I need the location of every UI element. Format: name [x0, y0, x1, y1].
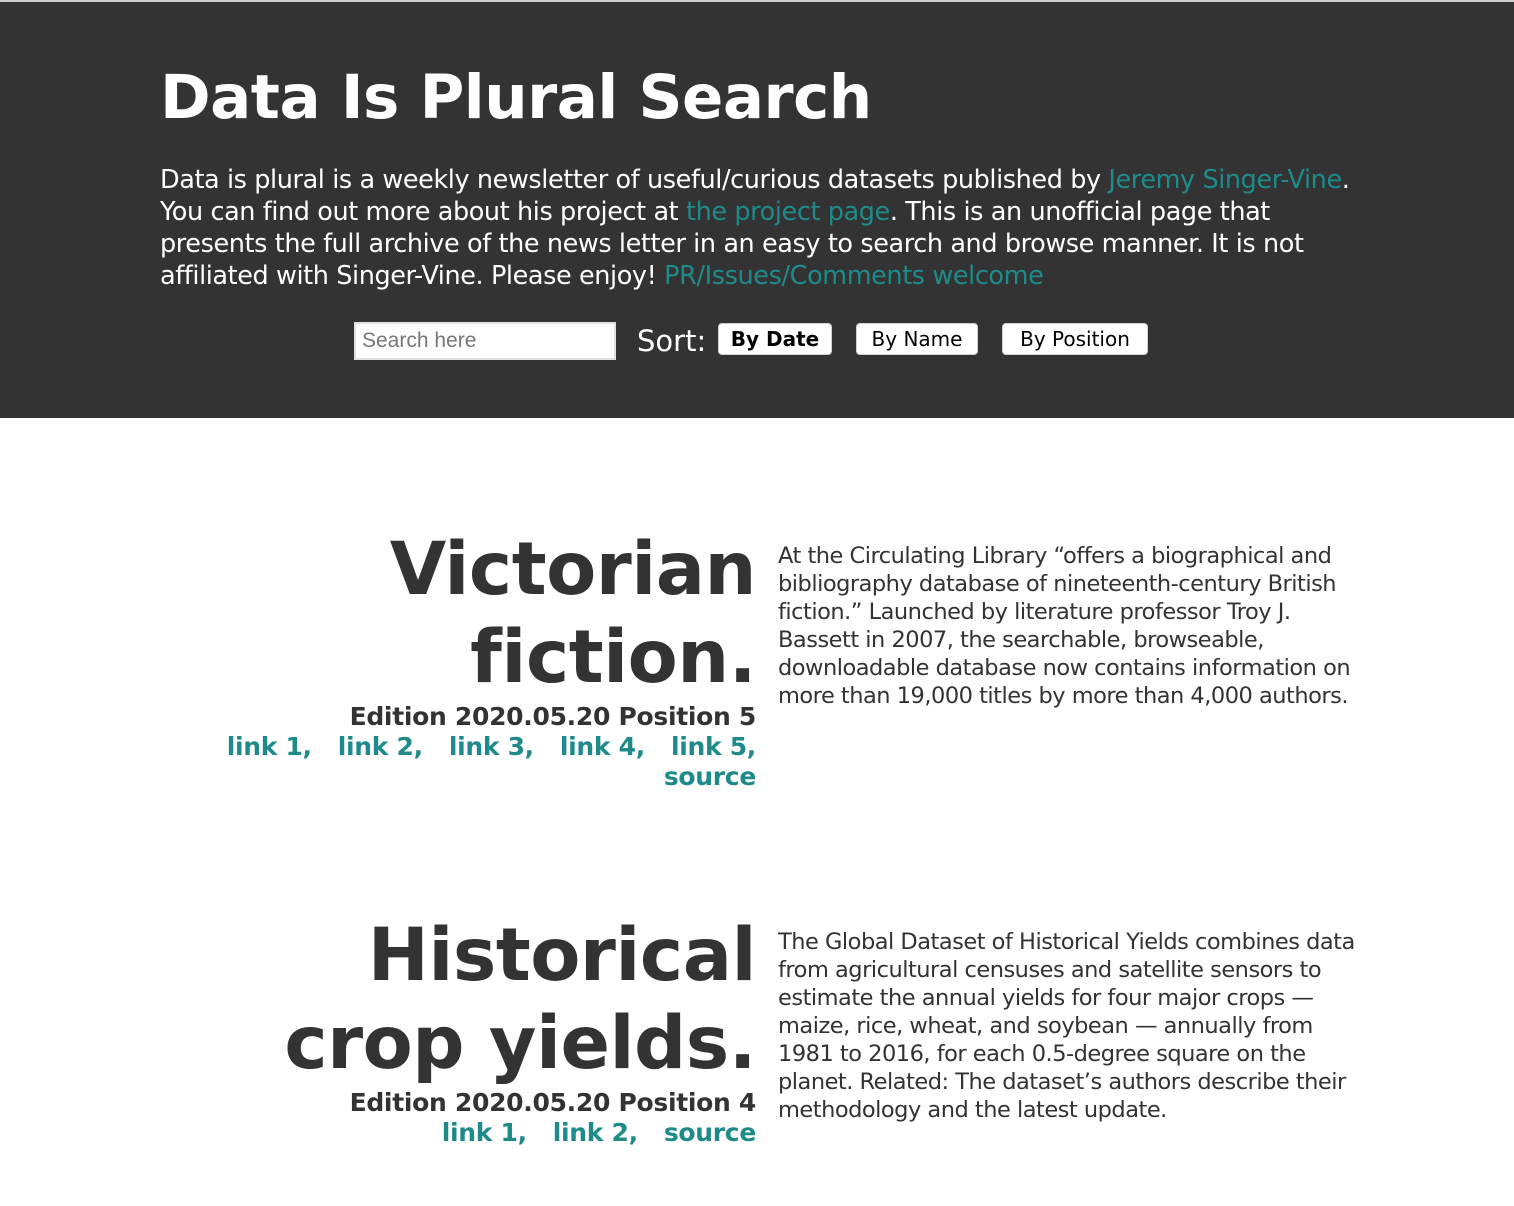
site-title: Data Is Plural Search — [160, 62, 872, 133]
entry-edition-info: Edition 2020.05.20 Position 5 — [349, 702, 757, 731]
author-link[interactable]: Jeremy Singer-Vine — [1108, 165, 1342, 195]
entry-heading-block: Historical crop yields. Edition 2020.05.… — [196, 912, 756, 1148]
intro-text: Data is plural is a weekly newsletter of… — [160, 164, 1360, 292]
intro-text-part-1: Data is plural is a weekly newsletter of… — [160, 165, 1109, 195]
sort-by-name-button[interactable]: By Name — [856, 323, 978, 355]
entry-title: Historical crop yields. — [284, 913, 756, 1086]
entry-edition-info: Edition 2020.05.20 Position 4 — [349, 1088, 757, 1117]
entry-link-4[interactable]: link 4, — [559, 732, 645, 761]
entry-title: Victorian fiction. — [389, 527, 757, 700]
entry-description: At the Circulating Library “offers a bio… — [778, 543, 1351, 709]
issues-link[interactable]: PR/Issues/Comments welcome — [664, 261, 1044, 291]
sort-label: Sort: — [637, 324, 707, 358]
sort-by-position-button[interactable]: By Position — [1002, 323, 1148, 355]
entry-description: The Global Dataset of Historical Yields … — [778, 929, 1355, 1123]
entry-link-1[interactable]: link 1, — [226, 732, 312, 761]
entry-heading-block: Victorian fiction. Edition 2020.05.20 Po… — [196, 526, 757, 792]
project-page-link[interactable]: the project page — [685, 197, 890, 227]
intro-text-part-2: . You can find out more about his projec… — [160, 165, 1350, 227]
entry-source-link[interactable]: source — [663, 762, 756, 791]
page-header: Data Is Plural Search Data is plural is … — [0, 2, 1514, 418]
entry-link-2[interactable]: link 2, — [337, 732, 423, 761]
top-border — [0, 0, 1514, 2]
entry-link-1[interactable]: link 1, — [441, 1118, 527, 1147]
entry-links: link 1, link 2, link 3, link 4, link 5, sour… — [196, 732, 757, 792]
entry-link-5[interactable]: link 5, — [670, 732, 756, 761]
intro-text-part-3: . This is an unofficial page that presen… — [160, 197, 1304, 291]
entry-link-3[interactable]: link 3, — [448, 732, 534, 761]
entry-links: link 1, link 2, source — [196, 1118, 757, 1148]
entry-source-link[interactable]: source — [663, 1118, 756, 1147]
entry-link-2[interactable]: link 2, — [552, 1118, 638, 1147]
sort-by-date-button[interactable]: By Date — [718, 323, 832, 355]
search-input[interactable] — [354, 322, 616, 360]
